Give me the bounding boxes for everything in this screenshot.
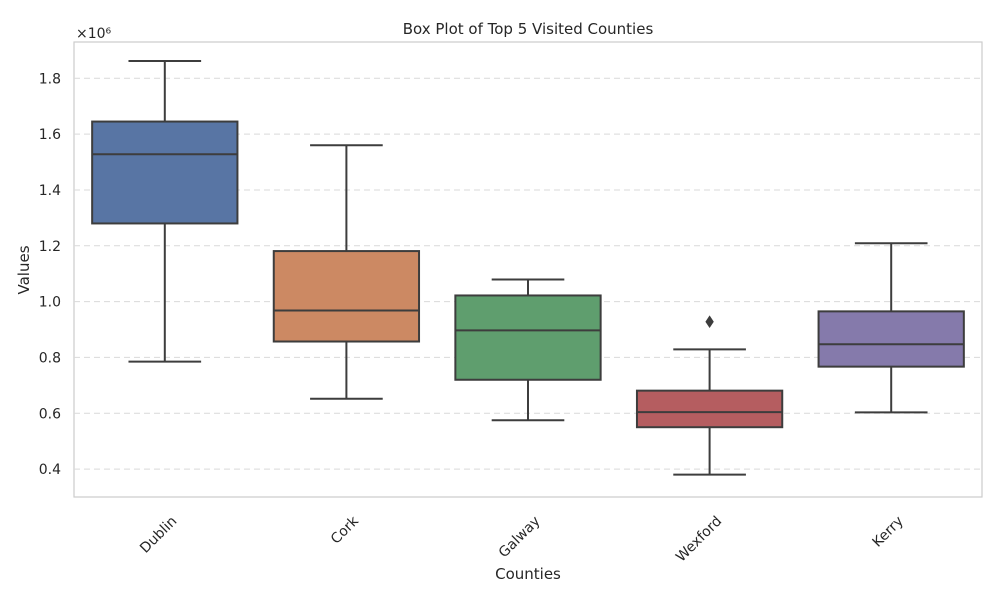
y-tick-label: 0.8	[39, 350, 61, 366]
x-tick-label: Wexford	[673, 513, 725, 565]
y-tick-label: 1.2	[39, 239, 61, 255]
y-tick-label: 1.6	[39, 127, 61, 143]
x-axis-label: Counties	[495, 565, 561, 583]
x-tick-labels: Dublin Cork Galway Wexford Kerry	[137, 513, 907, 566]
iqr-box	[272, 250, 421, 343]
x-tick-label: Galway	[496, 513, 544, 561]
x-tick-label: Cork	[328, 513, 363, 548]
y-tick-label: 1.0	[39, 295, 61, 311]
box-dublin	[91, 59, 239, 363]
box-wexford	[635, 315, 784, 476]
box-cork	[272, 144, 421, 400]
y-tick-label: 0.6	[39, 406, 61, 422]
iqr-box	[454, 294, 602, 381]
outlier-marker	[705, 315, 714, 329]
y-tick-label: 1.8	[39, 71, 61, 87]
chart-title: Box Plot of Top 5 Visited Counties	[403, 20, 654, 38]
y-tick-label: 1.4	[39, 183, 61, 199]
plot-area	[73, 41, 983, 498]
y-scale-multiplier: ×10⁶	[76, 26, 112, 42]
x-tick-label: Dublin	[137, 513, 180, 556]
boxes	[91, 59, 965, 476]
y-tick-label: 0.4	[39, 462, 61, 478]
x-tick-label: Kerry	[870, 513, 907, 550]
iqr-box	[91, 120, 239, 225]
y-tick-labels: 0.4 0.6 0.8 1.0 1.2 1.4 1.6 1.8	[39, 71, 61, 478]
box-kerry	[817, 242, 965, 414]
iqr-box	[817, 310, 965, 368]
y-axis-label: Values	[15, 245, 33, 294]
box-galway	[454, 278, 602, 422]
iqr-box	[635, 389, 784, 429]
